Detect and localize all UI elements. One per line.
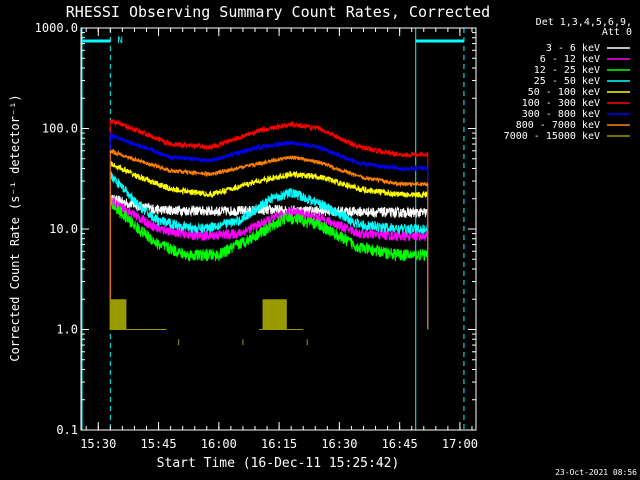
x-tick-label-0: 15:30 xyxy=(80,437,116,451)
series-line-1 xyxy=(109,197,429,330)
x-tick-label-1: 15:45 xyxy=(140,437,176,451)
legend-label-6: 300 - 800 keV xyxy=(522,109,600,120)
x-tick-label-6: 17:00 xyxy=(442,437,478,451)
y-tick-label-4: 1000.0 xyxy=(35,21,78,35)
series-line-2 xyxy=(109,195,429,330)
legend-label-1: 6 - 12 keV xyxy=(540,54,600,65)
x-tick-label-5: 16:45 xyxy=(382,437,418,451)
series-group xyxy=(109,118,429,346)
legend-label-7: 800 - 7000 keV xyxy=(516,120,600,131)
x-tick-label-3: 16:15 xyxy=(261,437,297,451)
legend-title-line-1: Att 0 xyxy=(602,27,632,38)
series-line-8 xyxy=(109,289,429,346)
series-line-4 xyxy=(109,160,429,330)
legend-label-4: 50 - 100 keV xyxy=(528,87,600,98)
footer-timestamp: 23-Oct-2021 08:56 xyxy=(555,468,637,477)
x-axis-label: Start Time (16-Dec-11 15:25:42) xyxy=(157,456,400,471)
chart-title: RHESSI Observing Summary Count Rates, Co… xyxy=(66,3,490,21)
y-tick-label-0: 0.1 xyxy=(56,423,78,437)
legend-label-2: 12 - 25 keV xyxy=(534,65,600,76)
axes: 0.1 1.0 10.0 100.0 1000.0 15:30 15:45 16:00 16:1… xyxy=(35,21,478,451)
y-tick-label-1: 1.0 xyxy=(56,323,78,337)
x-tick-label-4: 16:30 xyxy=(321,437,357,451)
series-line-5 xyxy=(109,118,429,330)
y-axis-label: Corrected Count Rate (s⁻¹ detector⁻¹) xyxy=(8,94,22,361)
legend-title-line-0: Det 1,3,4,5,6,9, xyxy=(536,17,632,28)
x-tick-label-2: 16:00 xyxy=(201,437,237,451)
y-tick-label-3: 100.0 xyxy=(42,122,78,136)
series-line-0 xyxy=(109,194,429,330)
series-line-3 xyxy=(109,171,429,330)
legend-label-3: 25 - 50 keV xyxy=(534,76,600,87)
night-marker-label-0: N xyxy=(117,36,122,46)
legend-label-5: 100 - 300 keV xyxy=(522,98,600,109)
series-line-6 xyxy=(109,132,429,330)
y-tick-label-2: 10.0 xyxy=(49,222,78,236)
series-line-7 xyxy=(109,148,429,330)
legend-label-0: 3 - 6 keV xyxy=(546,43,600,54)
legend-label-8: 7000 - 15000 keV xyxy=(504,131,600,142)
